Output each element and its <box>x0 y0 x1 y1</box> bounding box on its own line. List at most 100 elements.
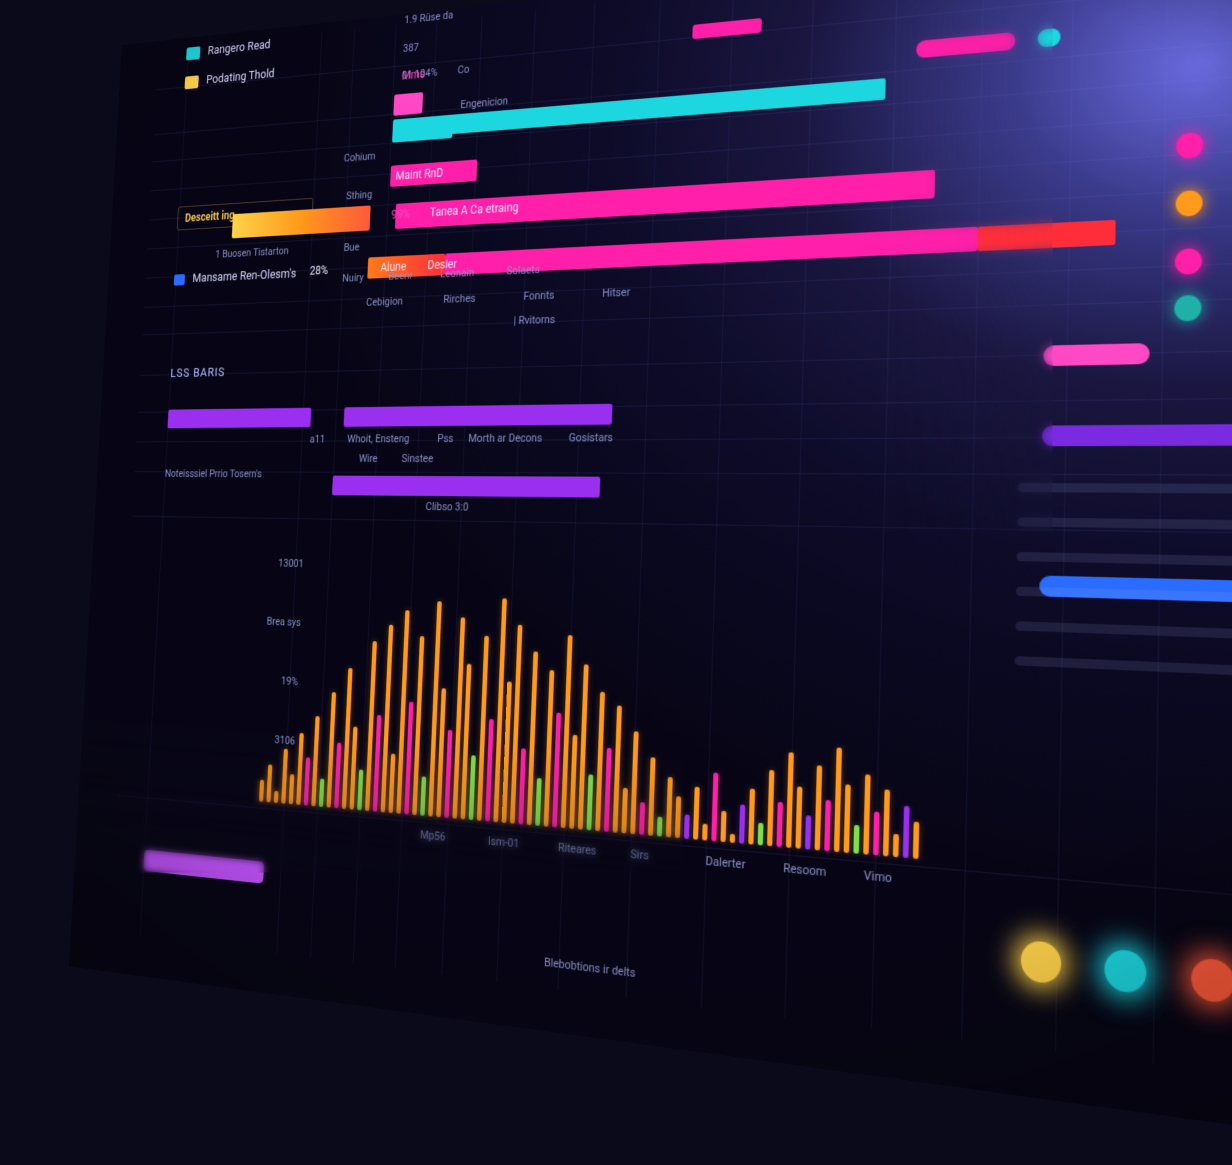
section2-sublabel: Clibso 3:0 <box>425 500 468 514</box>
spectrum-bar <box>824 800 831 851</box>
spectrum-bar <box>485 719 494 822</box>
gantt-label: Bue <box>343 241 359 254</box>
gantt-bar[interactable] <box>393 92 423 116</box>
spectrum-bar <box>388 754 395 814</box>
gantt-bar[interactable] <box>977 220 1115 251</box>
spectrum-bar <box>776 802 783 847</box>
status-dot <box>1175 248 1202 275</box>
top-axis-label: Co <box>457 63 469 77</box>
spectrum-bar <box>281 749 288 804</box>
spectrum-bar <box>552 713 561 828</box>
spectrum-bar <box>518 748 526 824</box>
section2-sublabel: Wire <box>359 452 378 465</box>
spectrum-bar <box>844 784 851 853</box>
color-swatch[interactable] <box>1104 948 1146 994</box>
gantt-label: 28% <box>309 263 328 277</box>
spectrum-x-label: Resoom <box>783 861 827 880</box>
spectrum-x-label: Vimo <box>864 868 893 886</box>
spectrum-bar <box>569 735 577 829</box>
spectrum-bar <box>349 727 357 810</box>
spectrum-bar <box>758 823 764 846</box>
spectrum-bar <box>863 774 870 854</box>
spectrum-bar <box>702 824 708 841</box>
spectrum-bar <box>657 817 663 837</box>
spectrum-bar <box>595 692 605 831</box>
spectrum-bar <box>444 730 452 818</box>
spectrum-bar <box>666 777 673 837</box>
gantt-label: | Rvitorns <box>513 313 555 328</box>
right-pill <box>1043 343 1149 366</box>
color-swatch[interactable] <box>1191 957 1232 1004</box>
blue-swatch <box>174 274 185 286</box>
spectrum-bar <box>334 743 341 809</box>
spectrum-bar <box>621 788 627 834</box>
section2-sublabel: Morth ar Decons <box>468 431 543 445</box>
spectrum-bar <box>357 769 363 810</box>
spectrum-bar <box>684 814 690 839</box>
spectrum-bar <box>903 806 910 858</box>
section2-bar <box>332 476 600 498</box>
gantt-label: 99% <box>391 207 411 222</box>
spectrum-bar <box>805 815 811 849</box>
gantt-label: Nuiry <box>342 271 364 284</box>
section2-sublabel: Sinstee <box>401 452 433 465</box>
status-dot <box>1176 132 1203 159</box>
gantt-label: Hitser <box>602 285 630 299</box>
spectrum-bar <box>296 733 304 805</box>
spectrum-bar <box>613 706 622 833</box>
spectrum-bar <box>786 752 794 848</box>
spectrum-bar <box>373 715 382 812</box>
top-pill <box>692 18 762 39</box>
spectrum-bar <box>893 834 899 858</box>
section2-title: LSS BARIS <box>170 366 225 381</box>
spectrum-bar <box>913 822 919 859</box>
spectrum-bar <box>420 776 426 816</box>
section2-sublabel: Whoit, Ensteng <box>347 432 410 445</box>
spectrum-bar <box>883 789 890 856</box>
legend-swatch-1 <box>186 46 200 60</box>
gantt-label: Beenr <box>388 269 413 283</box>
gantt-label: 1 Buosen Tistarton <box>215 245 289 261</box>
gantt-label: Sthing <box>346 188 373 202</box>
gantt-label: Rirches <box>443 292 476 306</box>
spectrum-bar <box>711 773 718 842</box>
section2-sublabel: Gosistars <box>568 431 613 445</box>
gantt-label: Leonain <box>440 266 475 280</box>
gantt-label: Cebigion <box>366 295 403 309</box>
spectrum-bar <box>274 791 279 803</box>
spectrum-bar <box>748 789 755 845</box>
spectrum-x-label: Dalerter <box>705 854 745 872</box>
section2-bar[interactable] <box>167 408 311 429</box>
status-dot <box>1176 190 1203 217</box>
spectrum-bar <box>630 731 638 834</box>
spectrum-bar <box>873 812 880 856</box>
spectrum-bar <box>266 764 272 802</box>
section2-bar[interactable] <box>344 404 613 427</box>
section2-left-label: Noteisssiel Prrio Tosern's <box>165 467 262 480</box>
legend-label-1: Rangero Read <box>207 38 270 58</box>
spectrum-bar <box>469 755 476 820</box>
spectrum-bar <box>648 757 656 836</box>
spectrum-bar <box>693 787 700 840</box>
spectrum-bar <box>586 774 593 830</box>
spectrum-bar <box>259 780 264 802</box>
gantt-label: Fonnts <box>523 288 554 302</box>
right-pill <box>1042 424 1232 447</box>
spectrum-bar <box>730 834 735 843</box>
top-axis-label: 1.9 Rüse da <box>404 9 454 27</box>
spectrum-x-label: Mp56 <box>420 828 446 844</box>
spectrum-x-label: Riteares <box>558 840 597 857</box>
gantt-label: Cohium <box>344 150 376 165</box>
spectrum-bar <box>535 778 542 826</box>
sidebar-item-blue[interactable]: Mansame Ren-Olesm's <box>174 267 297 287</box>
spectrum-bar <box>304 757 310 805</box>
sidebar-blue-label: Mansame Ren-Olesm's <box>192 267 297 286</box>
spectrum-bar <box>853 825 859 854</box>
spectrum-bar <box>739 804 745 843</box>
spectrum-x-label: Ism-01 <box>488 834 520 851</box>
section2-sublabel: a11 <box>309 433 325 446</box>
section2-sublabel: Pss <box>437 432 454 445</box>
top-axis-label: 387 <box>403 41 419 55</box>
spectrum-bar <box>604 748 612 832</box>
spectrum-bar <box>720 811 726 842</box>
